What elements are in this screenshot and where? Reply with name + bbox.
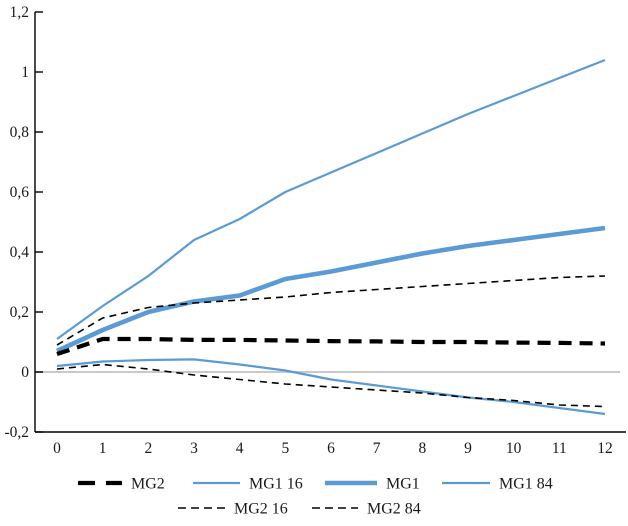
series-line-mg1-84 [56, 58, 606, 340]
x-tick-label: 10 [506, 440, 522, 457]
series-line-mg1-16 [56, 358, 606, 416]
y-tick-label: 0,2 [10, 304, 29, 321]
legend-item-mg1-84: MG1 84 [442, 476, 553, 493]
series-line-mg2-16 [56, 363, 606, 408]
x-tick-label: 11 [552, 440, 567, 457]
x-tick-label: 12 [597, 440, 613, 457]
x-tick-label: 6 [327, 440, 335, 457]
legend-label: MG2 84 [367, 501, 421, 518]
y-tick-label: 0,4 [10, 244, 30, 261]
legend-item-mg2-84: MG2 84 [312, 501, 421, 518]
legend-item-mg1-16: MG1 16 [193, 476, 303, 493]
series-line-mg1 [56, 225, 606, 354]
y-tick-label: 0 [21, 364, 29, 381]
legend-label: MG1 [386, 476, 420, 493]
series-line-mg2-84 [56, 275, 606, 346]
x-tick-label: 4 [236, 440, 244, 457]
y-tick-label: 1 [21, 64, 29, 81]
x-tick-label: 9 [464, 440, 472, 457]
legend-item-mg2-16: MG2 16 [178, 501, 288, 518]
legend-item-mg1: MG1 [325, 476, 420, 493]
y-tick-label: 1,2 [10, 4, 29, 21]
legend-label: MG2 [131, 476, 165, 493]
x-tick-label: 1 [99, 440, 107, 457]
legend-label: MG1 84 [499, 476, 553, 493]
x-tick-label: 8 [418, 440, 426, 457]
y-tick-label: 0,8 [10, 124, 30, 141]
x-tick-label: 7 [373, 440, 381, 457]
legend-label: MG1 16 [249, 476, 303, 493]
legend-label: MG2 16 [234, 501, 288, 518]
x-tick-label: 5 [281, 440, 289, 457]
legend-item-mg2: MG2 [78, 476, 165, 493]
y-tick-label: -0,2 [4, 424, 29, 441]
series-line-mg2 [56, 336, 606, 356]
x-tick-label: 3 [190, 440, 198, 457]
x-tick-label: 0 [53, 440, 61, 457]
x-tick-label: 2 [144, 440, 152, 457]
y-tick-label: 0,6 [10, 184, 30, 201]
